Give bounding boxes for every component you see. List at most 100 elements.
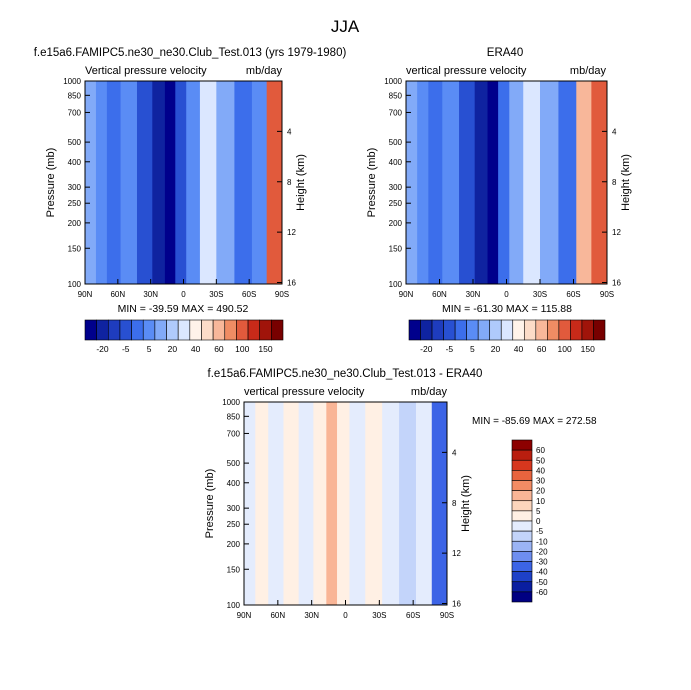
panel-diff-subtitle-right: mb/day <box>411 386 448 398</box>
panel-diff-band <box>337 402 350 605</box>
panel-diff-stats: MIN = -85.69 MAX = 272.58 <box>472 416 597 427</box>
panel-model-band <box>186 81 201 284</box>
panel-model-colorbar-swatch <box>84 319 97 341</box>
panel-model-colorbar-label: 150 <box>258 344 272 354</box>
panel-diff-ytick-label: 250 <box>227 520 241 529</box>
panel-obs-colorbar-swatch <box>593 319 606 341</box>
panel-diff-colorbar-swatch <box>511 571 533 583</box>
panel-model-colorbar-swatch <box>142 319 156 341</box>
panel-diff-xtick-label: 30N <box>304 611 319 620</box>
panel-obs-colorbar-label: -5 <box>446 344 454 354</box>
panel-obs-band <box>487 81 499 284</box>
panel-model-band <box>106 81 121 284</box>
panel-model-stats: MIN = -39.59 MAX = 490.52 <box>118 303 249 315</box>
panel-obs-plot: 100 150 200 250 300 400 500 700 850 1000 4 8 12 16 90N… <box>366 77 632 299</box>
panel-model-colorbar-swatch <box>212 319 226 341</box>
panel-obs-colorbar: -20 -5 5 20 40 60 100 150 <box>408 319 606 354</box>
panel-obs-band <box>417 81 429 284</box>
panel-obs-band <box>442 81 460 284</box>
panel-model-band <box>95 81 108 284</box>
panel-diff-colorbar-label: -10 <box>536 537 548 546</box>
panel-diff-xtick-label: 90S <box>440 611 454 620</box>
panel-diff-ytick-label: 200 <box>227 540 241 549</box>
panel-obs-colorbar-swatch <box>512 319 525 341</box>
panel-model-ytick-label: 200 <box>68 219 82 228</box>
panel-model-colorbar-label: 5 <box>147 344 152 354</box>
panel-diff-colorbar-swatch <box>511 449 533 461</box>
panel-obs-colorbar-swatch <box>558 319 571 341</box>
panel-diff-title: f.e15a6.FAMIPC5.ne30_ne30.Club_Test.013 … <box>208 368 483 380</box>
panel-diff-band <box>399 402 417 605</box>
panel-diff-ytick-label: 400 <box>227 479 241 488</box>
panel-obs-y2tick-label: 16 <box>612 279 621 288</box>
panel-diff-plot: 100 150 200 250 300 400 500 700 850 1000 4 8 12 16 90N… <box>204 398 472 620</box>
panel-model-y2tick-label: 12 <box>287 228 296 237</box>
panel-obs-ytick-label: 300 <box>389 183 403 192</box>
panel-obs-ytick-label: 400 <box>389 158 403 167</box>
panel-obs-ytick-label: 500 <box>389 138 403 147</box>
panel-obs-band <box>558 81 577 284</box>
panel-obs-colorbar-swatch <box>408 319 421 341</box>
panel-obs-band <box>576 81 592 284</box>
panel-obs-colorbar-swatch <box>535 319 548 341</box>
panel-obs-colorbar-swatch <box>420 319 433 341</box>
panel-obs-stats: MIN = -61.30 MAX = 115.88 <box>442 303 572 315</box>
panel-diff-band <box>283 402 300 605</box>
panel-diff-y2tick-label: 12 <box>452 549 461 558</box>
panel-diff-colorbar-label: 50 <box>536 456 545 465</box>
panel-obs-colorbar-swatch <box>581 319 594 341</box>
panel-diff-xtick-label: 90N <box>237 611 252 620</box>
panel-model-ytick-label: 700 <box>68 108 82 117</box>
panel-model-colorbar-label: -5 <box>122 344 130 354</box>
panel-model-band <box>216 81 235 284</box>
panel-diff-colorbar-label: -20 <box>536 547 548 556</box>
panel-obs-ylabel: Pressure (mb) <box>366 148 378 218</box>
panel-model-colorbar-swatch <box>154 319 167 341</box>
panel-model-colorbar-label: -20 <box>96 344 109 354</box>
panel-diff-y2tick-label: 8 <box>452 499 457 508</box>
figure-title: JJA <box>331 17 360 36</box>
panel-obs-title: ERA40 <box>487 47 523 59</box>
panel-model-y2tick-label: 8 <box>287 178 292 187</box>
panel-model: f.e15a6.FAMIPC5.ne30_ne30.Club_Test.013 … <box>34 47 347 354</box>
panel-obs-ytick-label: 100 <box>389 280 403 289</box>
panel-model-colorbar-label: 60 <box>214 344 224 354</box>
panel-model-colorbar-swatch <box>247 319 261 341</box>
panel-model-colorbar-swatch <box>259 319 272 341</box>
panel-model-colorbar-swatch <box>224 319 237 341</box>
panel-diff-colorbar-label: -40 <box>536 568 548 577</box>
panel-obs-colorbar-swatch <box>454 319 467 341</box>
panel-obs-colorbar-swatch <box>431 319 444 341</box>
panel-model-ytick-label: 150 <box>68 244 82 253</box>
panel-model-xtick-label: 0 <box>181 290 186 299</box>
panel-obs-band <box>509 81 524 284</box>
panel-diff-colorbar-label: -30 <box>536 558 548 567</box>
panel-model-ytick-label: 500 <box>68 138 82 147</box>
panel-diff-ytick-label: 500 <box>227 459 241 468</box>
panel-model-colorbar-swatch <box>166 319 179 341</box>
panel-model-ytick-label: 250 <box>68 199 82 208</box>
panel-diff-xtick-label: 60S <box>406 611 420 620</box>
panel-obs-band <box>428 81 443 284</box>
panel-obs-colorbar-label: 40 <box>514 344 524 354</box>
panel-diff-band <box>349 402 366 605</box>
panel-model-ytick-label: 100 <box>68 280 82 289</box>
panel-diff-band <box>298 402 314 605</box>
panel-diff-ylabel: Pressure (mb) <box>204 469 216 539</box>
panel-obs-y2tick-label: 4 <box>612 127 617 136</box>
panel-diff-colorbar-label: 40 <box>536 466 545 475</box>
panel-model-band <box>234 81 253 284</box>
panel-diff-xtick-label: 30S <box>372 611 386 620</box>
panel-diff-colorbar-swatch <box>511 581 533 593</box>
panel-diff-band <box>365 402 383 605</box>
panel-model-colorbar-swatch <box>201 319 214 341</box>
panel-model-ylabel: Pressure (mb) <box>45 148 57 218</box>
panel-diff-xtick-label: 0 <box>343 611 348 620</box>
panel-obs-colorbar-swatch <box>570 319 583 341</box>
panel-obs-band <box>498 81 510 284</box>
panel-diff-colorbar-swatch <box>511 480 533 491</box>
panel-obs-ytick-label: 850 <box>389 91 403 100</box>
panel-model-band <box>251 81 268 284</box>
